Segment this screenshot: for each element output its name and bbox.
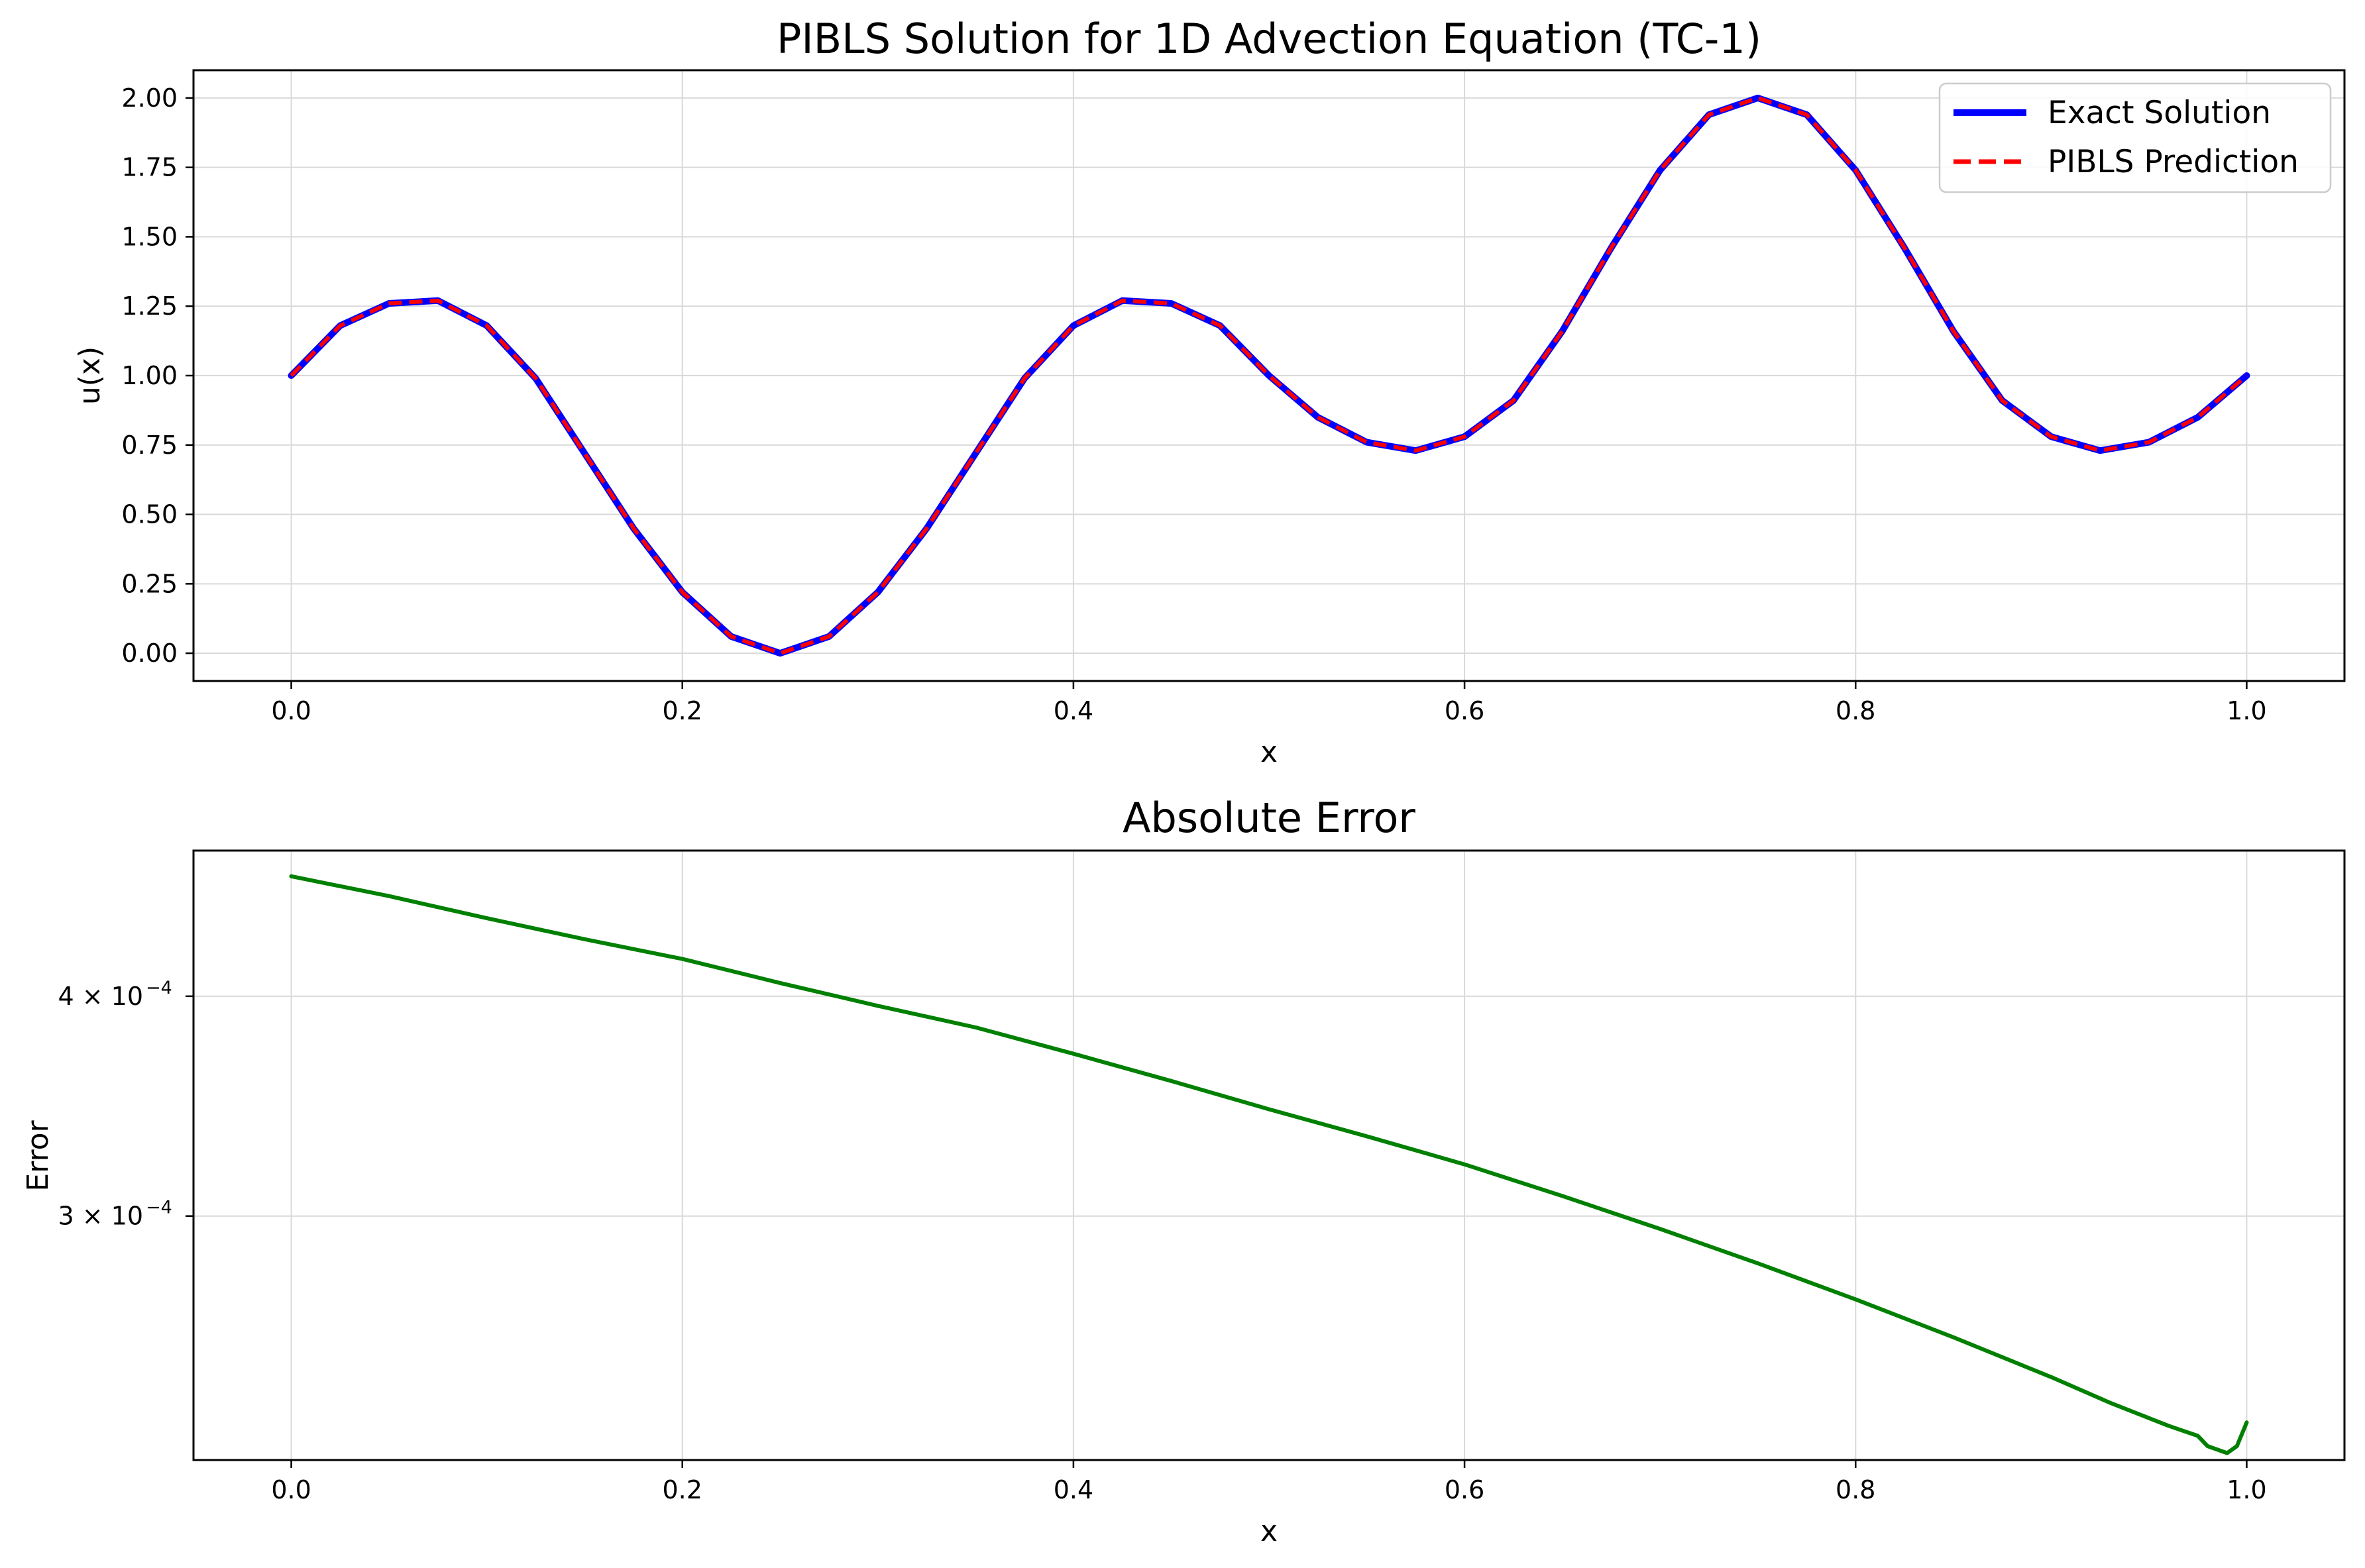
solution-chart-y-tick-label: 0.00 — [121, 639, 178, 668]
error-chart-x-tick-label: 1.0 — [2227, 1475, 2266, 1504]
solution-chart-y-tick-label: 1.50 — [121, 222, 178, 251]
solution-chart-x-tick-label: 0.0 — [271, 696, 311, 725]
legend-box — [1938, 82, 2332, 193]
error-chart-y-tick-label: 3 × 10 — [58, 1202, 143, 1231]
error-chart-series-line-0 — [289, 874, 2249, 1455]
solution-chart-y-tick-label: 1.00 — [121, 361, 178, 390]
solution-chart-x-tick-label: 0.2 — [663, 696, 702, 725]
error-chart-title: Absolute Error — [1123, 794, 1415, 842]
solution-chart-x-axis-label: x — [1260, 735, 1278, 769]
error-chart-series — [289, 874, 2249, 1455]
solution-chart-series — [288, 94, 2250, 657]
error-chart-x-tick-label: 0.8 — [1836, 1475, 1875, 1504]
error-chart-x-tick-label: 0.4 — [1054, 1475, 1093, 1504]
error-chart-y-tick-label: 4 × 10 — [58, 982, 143, 1011]
error-chart-x-tick-label: 0.0 — [271, 1475, 311, 1504]
solution-chart: PIBLS Solution for 1D Advection Equation… — [73, 15, 2346, 769]
solution-chart-x-tick-label: 0.8 — [1836, 696, 1875, 725]
error-chart-y-tick-exponent: −4 — [146, 1198, 172, 1218]
error-chart-grid — [193, 851, 2344, 1460]
legend: Exact Solution PIBLS Prediction — [1938, 82, 2332, 193]
solution-chart-y-tick-label: 1.25 — [121, 291, 178, 321]
error-chart-x-tick-label: 0.6 — [1445, 1475, 1484, 1504]
error-chart-x-tick-label: 0.2 — [663, 1475, 702, 1504]
solution-chart-y-tick-label: 0.75 — [121, 431, 178, 460]
solution-chart-y-axis-label: u(x) — [73, 346, 107, 405]
error-chart: Absolute Error 0.0 0.2 0.4 0.6 0.8 1.03 × 10−… — [21, 794, 2346, 1548]
solution-chart-ticks: 0.0 0.2 0.4 0.6 0.8 1.0 0.00 0.25 0.50 0.75 1.00 1.… — [121, 83, 2266, 725]
legend-label-pibls-prediction: PIBLS Prediction — [2048, 144, 2299, 180]
error-chart-ticks: 0.0 0.2 0.4 0.6 0.8 1.03 × 10 −44 × 10 −4 — [58, 978, 2266, 1504]
legend-label-exact-solution: Exact Solution — [2048, 95, 2271, 131]
solution-chart-x-tick-label: 0.6 — [1445, 696, 1484, 725]
solution-chart-y-tick-label: 0.50 — [121, 500, 178, 529]
solution-chart-y-tick-label: 0.25 — [121, 569, 178, 598]
error-chart-y-tick-exponent: −4 — [146, 978, 172, 998]
solution-chart-x-tick-label: 0.4 — [1054, 696, 1093, 725]
solution-chart-series-pibls-prediction — [290, 95, 2248, 656]
solution-chart-title: PIBLS Solution for 1D Advection Equation… — [777, 15, 1761, 63]
solution-chart-x-tick-label: 1.0 — [2227, 696, 2266, 725]
error-chart-y-axis-label: Error — [21, 1120, 55, 1191]
error-chart-x-axis-label: x — [1260, 1514, 1278, 1548]
solution-chart-y-tick-label: 1.75 — [121, 153, 178, 182]
error-chart-plot-area — [192, 849, 2346, 1461]
solution-chart-y-tick-label: 2.00 — [121, 83, 178, 113]
